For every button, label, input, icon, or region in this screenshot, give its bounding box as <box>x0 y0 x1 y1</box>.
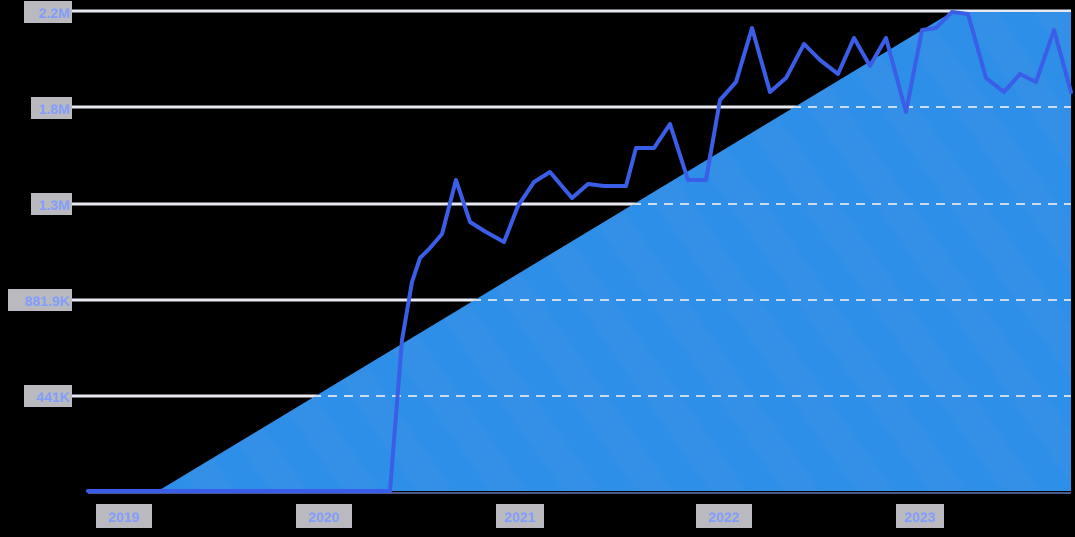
data-line <box>86 10 1073 493</box>
x-tick-label: 2021 <box>504 509 535 525</box>
y-tick-label: 441K <box>37 389 70 405</box>
x-tick-label: 2019 <box>108 509 139 525</box>
x-tick-label: 2023 <box>904 509 935 525</box>
trend-area <box>158 12 1071 491</box>
gridlines <box>72 9 1071 398</box>
y-tick-label: 881.9K <box>25 293 70 309</box>
y-tick-label: 2.2M <box>39 5 70 21</box>
y-tick-label: 1.8M <box>39 101 70 117</box>
y-tick-label: 1.3M <box>39 197 70 213</box>
x-tick-label: 2020 <box>308 509 339 525</box>
x-axis-labels: 2019 2020 2021 2022 2023 <box>96 504 944 528</box>
y-axis-labels: 2.2M 1.8M 1.3M 881.9K 441K <box>8 1 72 407</box>
x-tick-label: 2022 <box>708 509 739 525</box>
